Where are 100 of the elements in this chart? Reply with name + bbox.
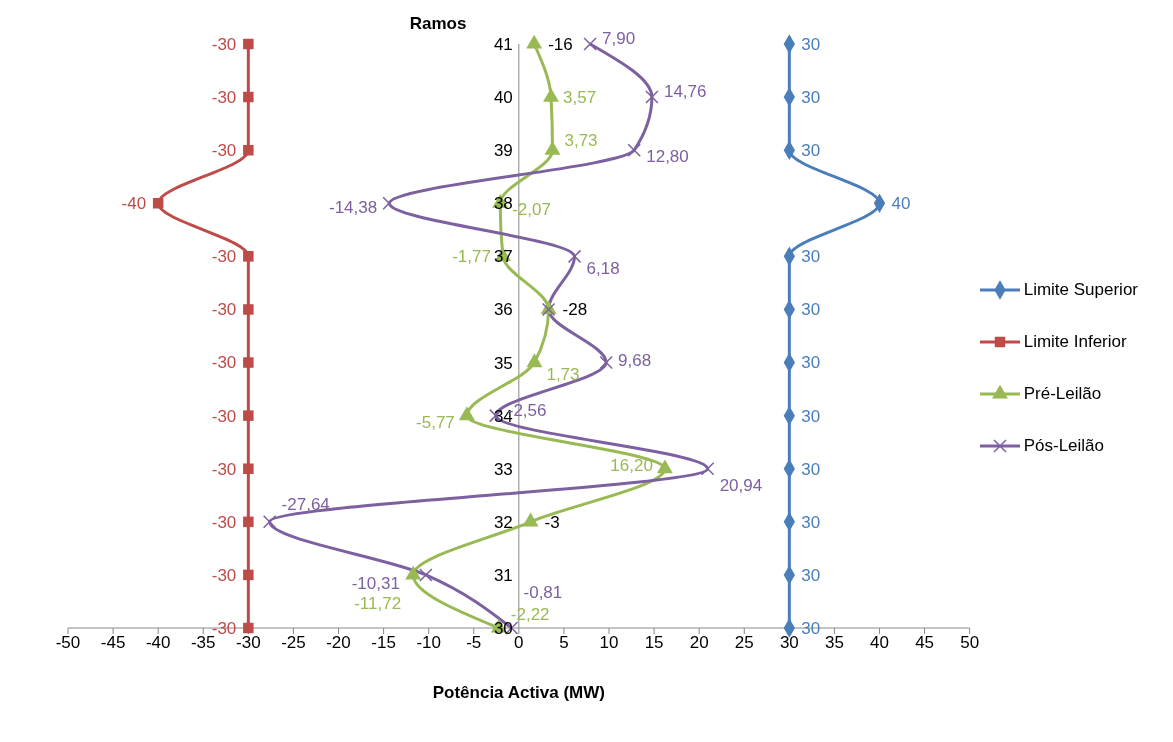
annotation: -16 xyxy=(548,35,573,55)
data-label: -2,22 xyxy=(510,604,550,624)
data-label: -0,81 xyxy=(523,582,563,602)
x-tick-label: 35 xyxy=(824,633,844,653)
x-tick-label: -50 xyxy=(55,633,81,653)
point xyxy=(243,251,254,262)
x-tick-label: 40 xyxy=(870,633,889,653)
legend-label: Pré-Leilão xyxy=(1023,384,1102,404)
data-label: 30 xyxy=(801,141,821,161)
data-label: 14,76 xyxy=(663,82,707,102)
point xyxy=(243,357,254,368)
data-label: 30 xyxy=(801,247,821,267)
x-tick-label: -20 xyxy=(326,633,351,653)
data-label: -14,38 xyxy=(328,198,378,218)
data-label: -30 xyxy=(211,512,237,532)
x-tick-label: -35 xyxy=(190,633,216,653)
data-label: -27,64 xyxy=(281,494,330,514)
point xyxy=(243,38,254,50)
point xyxy=(382,196,396,211)
y-axis-title: Ramos xyxy=(409,14,467,33)
data-label: 3,73 xyxy=(564,131,598,151)
annotation: -28 xyxy=(562,300,588,320)
y-tick-label: 36 xyxy=(493,300,513,320)
y-tick-label: 35 xyxy=(493,353,513,373)
point xyxy=(645,90,659,104)
point xyxy=(583,37,597,51)
data-label: 30 xyxy=(801,565,821,585)
x-tick-label: 20 xyxy=(689,633,709,653)
data-label: -30 xyxy=(211,565,237,585)
annotation: -3 xyxy=(544,512,560,532)
x-tick-label: 0 xyxy=(514,633,524,653)
data-label: 20,94 xyxy=(719,475,763,495)
point xyxy=(262,515,277,529)
data-label: 12,80 xyxy=(646,147,689,167)
point xyxy=(243,304,254,315)
data-label: -30 xyxy=(211,34,237,54)
x-tick-label: 50 xyxy=(960,633,980,653)
x-tick-label: 30 xyxy=(779,633,799,653)
point xyxy=(243,463,254,474)
point xyxy=(243,622,254,634)
data-label: 30 xyxy=(801,459,821,479)
data-label: -30 xyxy=(211,88,237,108)
data-label: 30 xyxy=(801,406,821,426)
point xyxy=(243,516,254,528)
x-tick-label: -5 xyxy=(466,633,482,653)
y-tick-label: 39 xyxy=(493,141,513,161)
data-label: -40 xyxy=(121,194,147,214)
data-label: 16,20 xyxy=(610,455,653,475)
data-label: 30 xyxy=(801,618,821,638)
point xyxy=(567,249,582,264)
y-tick-label: 41 xyxy=(493,35,513,55)
legend-label: Pós-Leilão xyxy=(1023,436,1104,456)
data-label: -30 xyxy=(211,353,237,373)
data-label: 30 xyxy=(801,88,821,108)
data-label: 6,18 xyxy=(586,259,620,279)
data-label: 40 xyxy=(891,194,911,214)
y-tick-label: 33 xyxy=(493,459,513,479)
data-label: 30 xyxy=(801,300,821,320)
y-tick-label: 40 xyxy=(493,88,513,108)
point xyxy=(700,461,715,476)
x-tick-label: -25 xyxy=(281,633,306,653)
data-label: 9,68 xyxy=(618,351,652,371)
data-label: 3,57 xyxy=(563,88,597,108)
point xyxy=(243,569,254,581)
data-label: 30 xyxy=(801,512,821,532)
x-axis-title: Potência Activa (MW) xyxy=(432,683,605,702)
data-label: -10,31 xyxy=(351,573,400,593)
x-tick-label: -40 xyxy=(145,633,171,653)
point xyxy=(243,91,254,103)
data-label: -30 xyxy=(211,459,237,479)
data-label: 30 xyxy=(801,34,821,54)
point xyxy=(419,568,433,582)
legend-label: Limite Superior xyxy=(1023,280,1138,300)
y-tick-label: 31 xyxy=(493,565,513,585)
legend-label: Limite Inferior xyxy=(1023,332,1127,352)
data-label: -30 xyxy=(211,300,237,320)
point xyxy=(627,143,641,157)
data-label: -30 xyxy=(211,141,237,161)
x-tick-label: 15 xyxy=(644,633,664,653)
data-label: -5,77 xyxy=(416,412,455,432)
point xyxy=(243,144,254,156)
data-label: -30 xyxy=(211,406,237,426)
x-tick-label: 25 xyxy=(734,633,754,653)
data-label: 30 xyxy=(801,353,821,373)
data-label: 1,73 xyxy=(546,365,580,385)
y-tick-label: 32 xyxy=(493,512,513,532)
x-tick-label: 45 xyxy=(915,633,935,653)
x-tick-label: -45 xyxy=(100,633,126,653)
data-label: -11,72 xyxy=(354,593,402,613)
x-tick-label: -10 xyxy=(416,633,441,653)
data-label: 7,90 xyxy=(602,28,636,48)
x-tick-label: 10 xyxy=(599,633,619,653)
data-label: -1,77 xyxy=(452,247,491,267)
x-tick-label: 5 xyxy=(559,633,569,653)
point xyxy=(599,355,613,370)
point xyxy=(243,410,254,421)
x-tick-label: -30 xyxy=(236,633,261,653)
point xyxy=(526,353,543,368)
data-label: -2,07 xyxy=(512,200,551,220)
data-label: -30 xyxy=(211,247,237,267)
